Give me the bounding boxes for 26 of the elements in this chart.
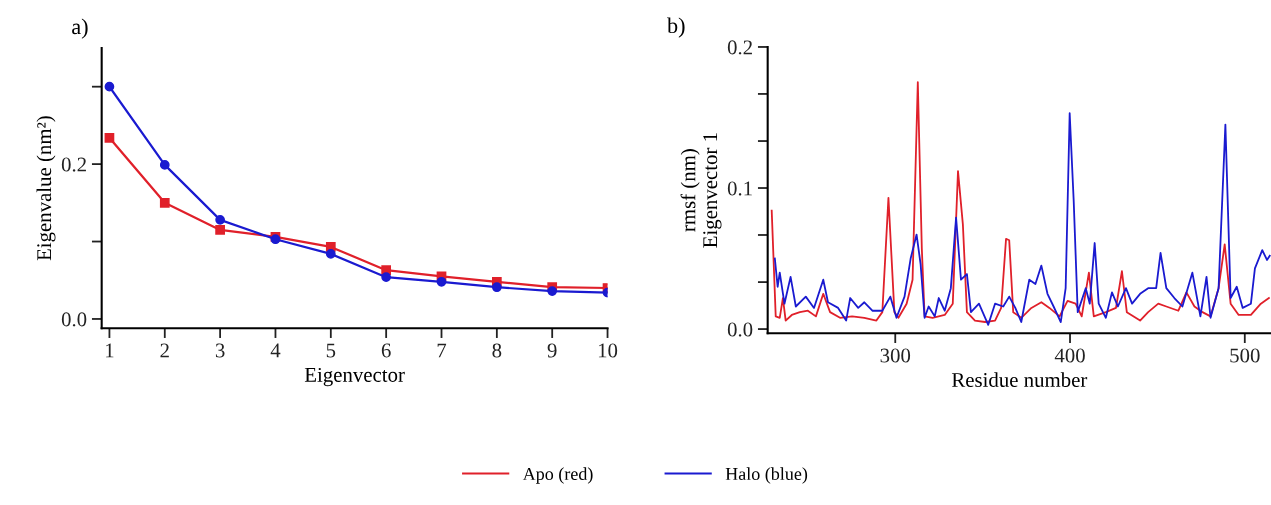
x-tick-label: 4	[270, 343, 281, 358]
chart-title: a)	[72, 18, 88, 39]
x-tick-label: 300	[880, 348, 911, 363]
y-tick-label: 0.2	[727, 40, 752, 55]
x-tick-label: 8	[492, 343, 502, 358]
x-tick-label: 400	[1054, 348, 1085, 363]
x-tick-label: 500	[1230, 348, 1260, 363]
x-tick-label: 6	[381, 343, 391, 358]
y-axis-title: Eigenvalue (nm²)	[36, 116, 56, 261]
x-tick-label: 7	[437, 343, 447, 358]
y-tick-label: 0.1	[727, 181, 752, 196]
x-axis-title: Eigenvector	[304, 367, 405, 387]
y-axis-title: rmsf (nm) Eigenvector 1	[680, 133, 722, 248]
legend-label: Apo (red)	[522, 467, 593, 484]
x-tick-label: 1	[106, 343, 114, 358]
y-tick-label: 0.0	[61, 312, 87, 327]
x-axis-title: Residue number	[951, 372, 1088, 387]
y-tick-label: 0.0	[727, 322, 753, 337]
legend-label: Halo (blue)	[725, 467, 808, 484]
x-tick-label: 3	[215, 343, 225, 358]
y-tick-label: 0.2	[61, 157, 86, 172]
chart-title: b)	[667, 17, 685, 38]
x-tick-label: 5	[326, 343, 336, 358]
x-tick-label: 2	[160, 343, 169, 358]
x-tick-label: 9	[547, 343, 557, 358]
x-tick-label: 10	[598, 343, 618, 358]
